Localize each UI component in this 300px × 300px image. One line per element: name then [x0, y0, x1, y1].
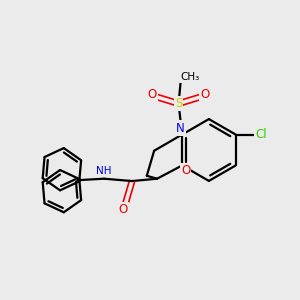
Text: O: O [200, 88, 210, 101]
Text: O: O [148, 88, 157, 101]
Text: N: N [176, 122, 185, 135]
Text: Cl: Cl [255, 128, 266, 141]
Text: S: S [175, 97, 182, 110]
Text: O: O [181, 164, 190, 177]
Text: O: O [118, 203, 128, 216]
Text: NH: NH [96, 166, 111, 176]
Text: CH₃: CH₃ [180, 72, 200, 82]
